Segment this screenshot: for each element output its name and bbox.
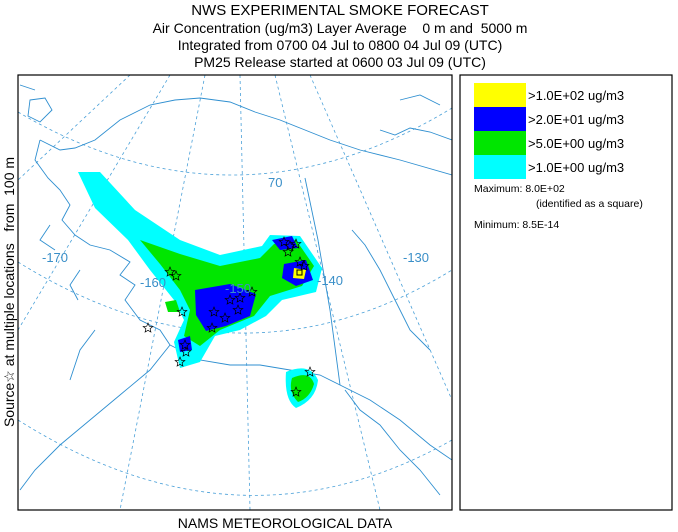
legend: Maximum: 8.0E+02 (identified as a square… [459,74,673,511]
coastline [39,209,116,381]
legend-swatch [474,83,526,107]
source-star [246,286,258,297]
map-label: -140 [317,273,343,288]
coastline [19,84,452,176]
map-frame [17,74,453,511]
source-star [304,366,316,377]
source-star [298,260,310,271]
legend-swatch [474,155,526,179]
longitude-line [18,75,171,331]
map-label: -150 [225,281,251,296]
legend-frame [459,74,673,511]
source-star [164,266,176,277]
border [304,177,341,386]
subtitle: Integrated from 0700 04 Jul to 0800 04 J… [178,37,503,53]
map-label: -170 [42,250,68,265]
legend-swatch [474,107,526,131]
coastline [19,139,452,491]
legend-swatch [474,131,526,155]
side-label: Source☆ at multiple locations from 100 m [1,157,17,427]
subtitle: Air Concentration (ug/m3) Layer Average … [153,20,528,36]
map-label: -130 [403,250,429,265]
longitude-line [119,75,206,510]
longitude-line [274,75,381,510]
source-star [206,322,218,333]
maximum-note: (identified as a square) [536,198,643,210]
legend-label: >1.0E+00 ug/m3 [528,160,624,175]
latitude-line [18,419,452,496]
maximum: Maximum: 8.0E+02 [474,183,565,195]
legend-label: >2.0E+01 ug/m3 [528,112,624,127]
source-star [180,346,192,357]
maximum-square [296,269,303,276]
source-star [170,270,182,281]
legend-label: >5.0E+00 ug/m3 [528,136,624,151]
source-star [174,356,186,367]
source-star [224,294,236,305]
source-star [179,339,191,350]
longitude-line [18,75,131,181]
coastline [344,94,452,496]
source-star [232,304,244,315]
source-star [208,306,220,317]
footer: NAMS METEOROLOGICAL DATA [178,515,393,531]
source-star [176,306,188,317]
source-star [290,386,302,397]
longitude-line [309,75,452,401]
source-star [278,236,290,247]
source-star [282,246,294,257]
source-star [142,322,154,333]
legend-label: >1.0E+02 ug/m3 [528,88,624,103]
map: -170 -160 -150 -140 -130 70 [17,74,453,511]
map-label: -160 [140,275,166,290]
latitude-line [18,107,452,176]
subtitle: PM25 Release started at 0600 03 Jul 09 (… [194,54,486,70]
minimum: Minimum: 8.5E-14 [474,219,559,231]
contour-4 [293,268,306,279]
sources [142,236,316,397]
title: NWS EXPERIMENTAL SMOKE FORECAST [191,2,489,19]
source-star [219,312,231,323]
source-star [290,238,302,249]
source-star [234,292,246,303]
map-label: 70 [268,175,282,190]
